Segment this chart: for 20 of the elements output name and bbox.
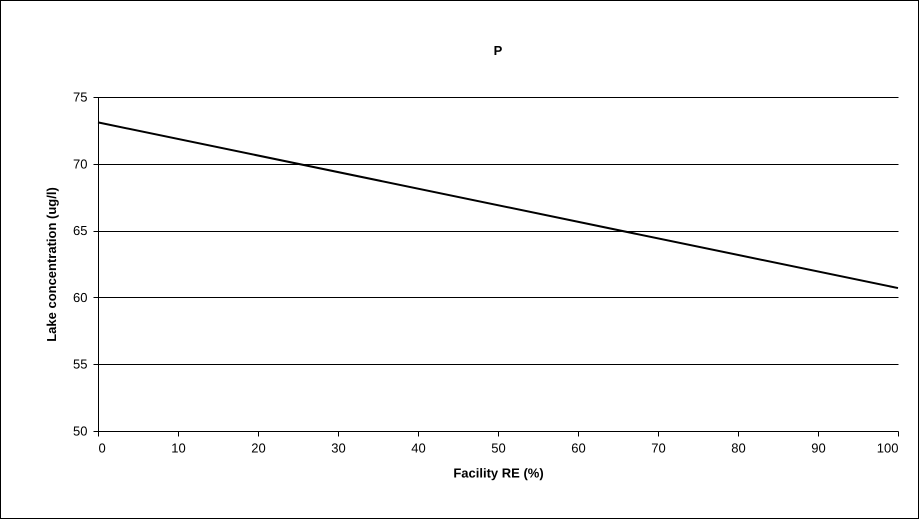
x-tick-label: 80 (731, 440, 746, 456)
x-tick-label: 50 (491, 440, 506, 456)
chart-title: P (494, 43, 503, 58)
y-tick-label: 75 (73, 90, 88, 104)
x-tick-label: 0 (98, 440, 106, 456)
x-tick-label: 30 (331, 440, 346, 456)
y-tick-label: 65 (73, 223, 88, 238)
x-tick-label: 90 (811, 440, 826, 456)
y-tick-label: 50 (73, 424, 88, 438)
x-axis-title: Facility RE (%) (453, 466, 544, 480)
y-tick-label: 55 (73, 356, 88, 372)
x-tick-label: 40 (411, 440, 426, 456)
y-tick-label: 60 (73, 290, 88, 305)
x-tick-label: 20 (251, 440, 266, 456)
y-axis-title: Lake concentration (ug/l) (44, 187, 60, 342)
x-tick-label: 100 (876, 440, 898, 456)
x-tick-label: 10 (171, 440, 186, 456)
y-tick-label: 70 (73, 156, 88, 172)
x-tick-label: 70 (651, 440, 666, 456)
x-tick-label: 60 (571, 440, 586, 456)
